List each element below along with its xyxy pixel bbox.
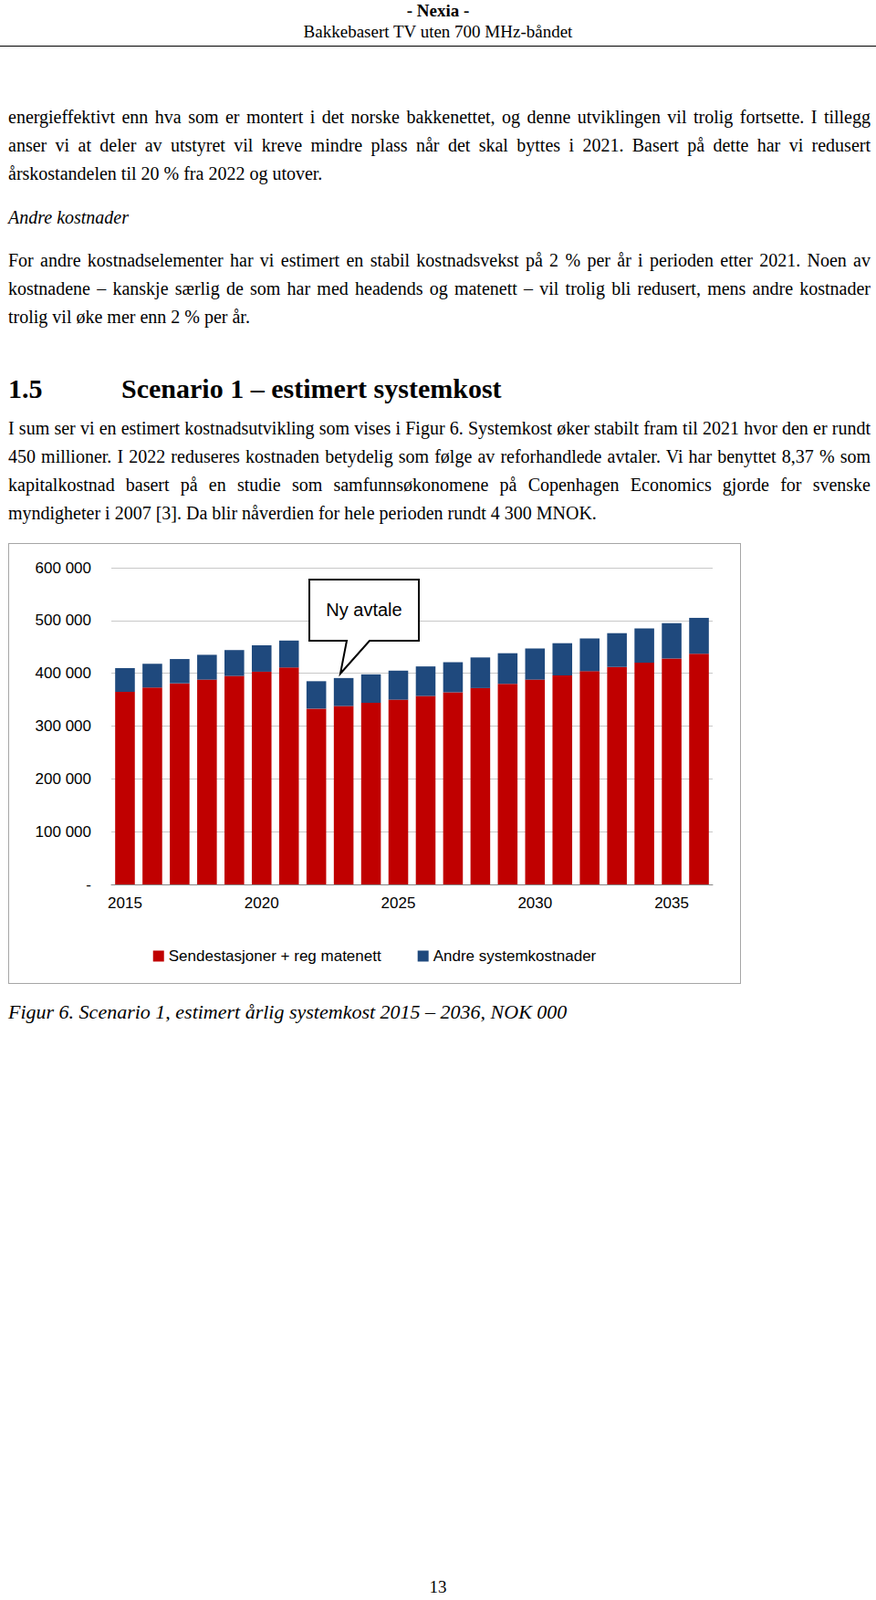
svg-text:2020: 2020 xyxy=(244,894,280,912)
html-text:energieffektivt enn hva som er: energieffektivt enn hva som er montert i… xyxy=(8,106,871,184)
svg-text:100 000: 100 000 xyxy=(35,823,92,841)
svg-text:300 000: 300 000 xyxy=(35,717,92,735)
html-text:13: 13 xyxy=(429,1576,447,1596)
html-text:Scenario 1 – estimert systemko: Scenario 1 – estimert systemkost xyxy=(121,373,502,404)
svg-text:Sendestasjoner + reg matenett: Sendestasjoner + reg matenett xyxy=(168,947,382,965)
svg-text:Andre systemkostnader: Andre systemkostnader xyxy=(433,947,597,965)
html-text:For andre kostnadselementer ha: For andre kostnadselementer har vi estim… xyxy=(8,250,871,327)
svg-text:-: - xyxy=(85,876,92,894)
html-text:Bakkebasert TV uten 700 MHz-bå: Bakkebasert TV uten 700 MHz-båndet xyxy=(303,21,573,42)
html-text:Figur 6. Scenario 1, estimert: Figur 6. Scenario 1, estimert årlig syst… xyxy=(8,1000,567,1023)
svg-text:2035: 2035 xyxy=(654,894,689,912)
html-text:1.5: 1.5 xyxy=(8,373,43,404)
svg-text:2015: 2015 xyxy=(107,894,143,912)
html-text:Andre kostnader: Andre kostnader xyxy=(8,207,129,228)
svg-text:2030: 2030 xyxy=(517,894,553,912)
svg-text:500 000: 500 000 xyxy=(35,611,92,629)
svg-text:Ny avtale: Ny avtale xyxy=(325,599,402,620)
svg-text:2025: 2025 xyxy=(381,894,417,912)
html-text:- Nexia -: - Nexia - xyxy=(406,0,470,21)
html-text:I sum ser vi en estimert kostn: I sum ser vi en estimert kostnadsutvikli… xyxy=(8,417,871,523)
svg-text:600 000: 600 000 xyxy=(35,559,92,577)
svg-text:400 000: 400 000 xyxy=(35,664,92,682)
svg-text:200 000: 200 000 xyxy=(35,770,92,788)
